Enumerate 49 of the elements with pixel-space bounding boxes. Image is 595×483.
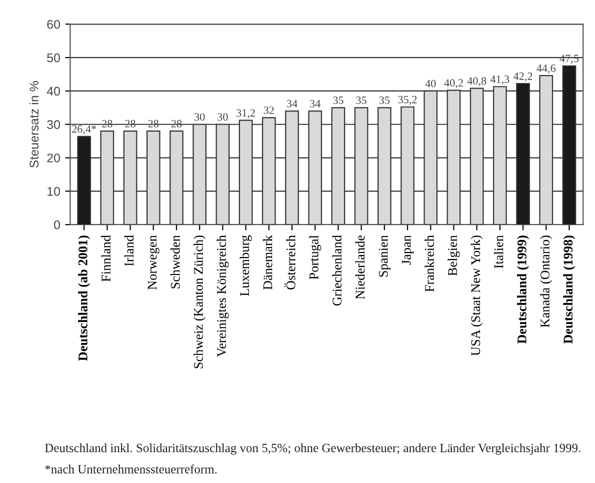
x-tick-label: Italien: [494, 235, 504, 268]
y-tick-label: 10: [48, 186, 60, 196]
y-tick-label: 0: [54, 220, 60, 230]
x-tick-label: Deutschland (ab 2001): [78, 236, 90, 361]
x-tick-label: Japan: [402, 235, 414, 265]
data-label: 41,3: [490, 76, 510, 85]
data-label: 35: [333, 96, 344, 104]
x-tick-label: Spanien: [378, 235, 390, 277]
data-label: 34: [286, 100, 298, 108]
x-tick-label: Österreich: [284, 235, 296, 290]
text: *nach Unternehmenssteuerreform.: [45, 464, 217, 474]
x-tick-label: Schweiz (Kanton Zürich): [194, 236, 206, 368]
data-label: 42,2: [514, 72, 532, 82]
data-label: 26,4*: [72, 125, 96, 134]
y-axis-title: Steuersatz in %: [29, 81, 39, 168]
data-label: 40,2: [444, 79, 463, 88]
x-tick-label: Irland: [124, 235, 134, 266]
x-tick-label: Luxemburg: [240, 235, 252, 296]
data-label: 40: [425, 80, 436, 88]
data-label: 44,6: [536, 64, 556, 74]
x-tick-label: Deutschland (1999): [517, 236, 530, 344]
x-tick-label: Griechenland: [332, 235, 342, 306]
data-label: 30: [218, 113, 228, 121]
x-tick-label: Deutschland (1998): [563, 236, 576, 344]
data-label: 35: [379, 96, 390, 104]
data-label: 30: [194, 113, 205, 121]
x-tick-label: Portugal: [309, 235, 322, 280]
data-label: 40,8: [467, 77, 486, 86]
x-tick-label: Schweden: [170, 235, 180, 288]
data-label: 35,2: [398, 96, 417, 105]
x-tick-label: Finnland: [101, 235, 110, 282]
x-tick-label: Kanada (Ontario): [540, 236, 552, 328]
y-tick-label: 50: [47, 53, 60, 62]
x-tick-label: Vereinigtes Königreich: [216, 235, 229, 357]
x-tick-label: USA (Staat New York): [470, 236, 483, 356]
data-label: 34: [310, 100, 320, 108]
y-tick-label: 40: [46, 86, 60, 96]
data-label: 31,2: [236, 109, 255, 118]
x-tick-label: Dänemark: [262, 235, 272, 290]
x-tick-label: Belgien: [448, 235, 460, 276]
data-label: 35: [356, 96, 366, 104]
y-tick-label: 20: [47, 154, 60, 162]
x-tick-label: Norwegen: [148, 235, 160, 290]
y-tick-label: 60: [47, 20, 60, 29]
y-tick-label: 30: [47, 120, 60, 130]
x-tick-label: Niederlande: [355, 235, 365, 300]
data-label: 32: [264, 106, 274, 114]
x-tick-label: Frankreich: [424, 235, 434, 292]
text: Deutschland inkl. Solidaritätszuschlag von 5,5%; ohne Gewerbesteuer; andere Länder Vergleichsjahr 1999.: [44, 443, 580, 455]
